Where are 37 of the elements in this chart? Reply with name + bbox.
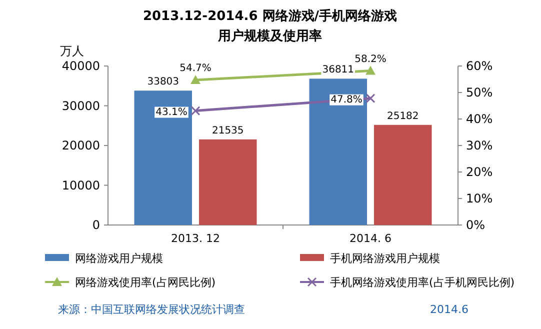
y-tick-label: 40000 bbox=[62, 59, 100, 73]
x-tick-label: 2013. 12 bbox=[171, 232, 220, 245]
point bbox=[190, 106, 200, 116]
bar bbox=[309, 78, 367, 225]
y-tick-label: 20000 bbox=[62, 138, 100, 152]
bar bbox=[134, 90, 192, 225]
chart-subtitle: 用户规模及使用率 bbox=[217, 28, 322, 44]
source-note: 来源：中国互联网络发展状况统计调查 bbox=[58, 303, 245, 316]
legend-label: 手机网络游戏使用率(占手机网民比例) bbox=[330, 276, 515, 289]
y-tick-label: 30000 bbox=[62, 98, 100, 113]
x-tick-label: 2014. 6 bbox=[350, 232, 392, 245]
data-label: 54.7% bbox=[180, 63, 212, 74]
y2-tick-label: 20% bbox=[466, 165, 493, 179]
data-label: 33803 bbox=[147, 76, 180, 88]
y2-tick-label: 60% bbox=[466, 59, 493, 73]
y-tick-label: 0 bbox=[92, 218, 100, 232]
point bbox=[366, 94, 376, 104]
chart-title: 2013.12-2014.6 网络游戏/手机网络游戏 bbox=[142, 8, 398, 24]
y2-tick-label: 40% bbox=[466, 112, 493, 126]
y2-tick-label: 0% bbox=[466, 218, 486, 232]
data-label: 47.8% bbox=[330, 94, 362, 106]
data-label: 36811 bbox=[322, 64, 354, 76]
legend-label: 网络游戏使用率(占网民比例) bbox=[75, 276, 216, 289]
data-label: 25182 bbox=[386, 110, 419, 122]
y2-tick-label: 50% bbox=[466, 86, 493, 100]
legend-label: 手机网络游戏用户规模 bbox=[330, 252, 440, 265]
y2-tick-label: 30% bbox=[466, 138, 493, 152]
data-label: 21535 bbox=[212, 125, 244, 136]
bar bbox=[374, 124, 432, 225]
y-tick-label: 10000 bbox=[62, 178, 100, 192]
text: 2014.6 bbox=[430, 303, 468, 316]
y-axis-title: 万人 bbox=[60, 44, 84, 58]
data-label: 43.1% bbox=[156, 106, 188, 118]
data-label: 58.2% bbox=[354, 54, 386, 65]
bar bbox=[199, 139, 257, 225]
legend-label: 网络游戏用户规模 bbox=[75, 252, 163, 265]
y2-tick-label: 10% bbox=[466, 192, 493, 206]
